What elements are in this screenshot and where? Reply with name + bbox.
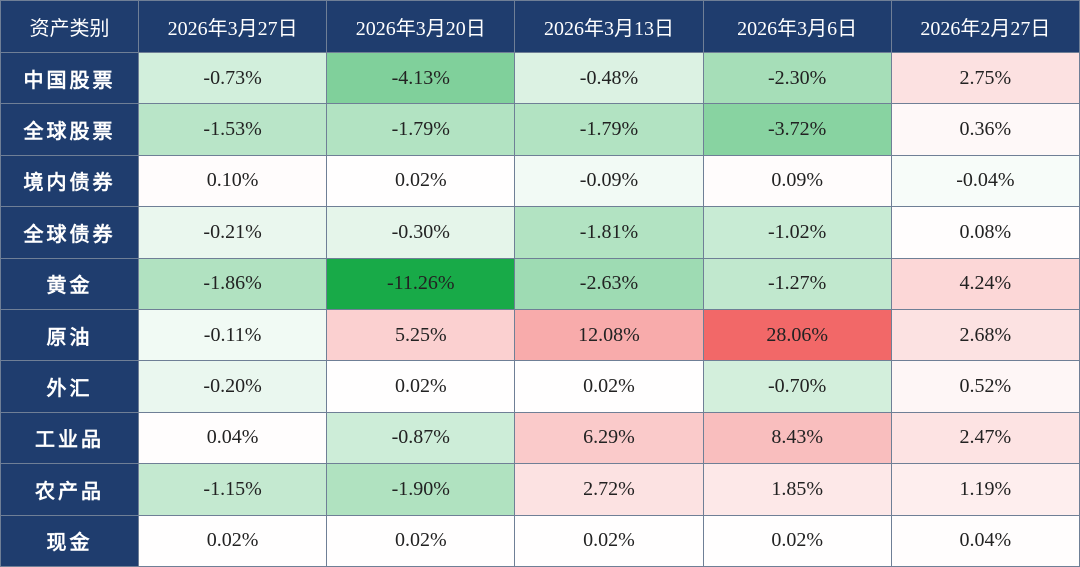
asset-name: 原油 [0, 308, 139, 362]
value-cell: -4.13% [326, 51, 516, 105]
value-cell: 2.68% [890, 308, 1080, 362]
value-cell: -0.70% [702, 360, 892, 413]
value-cell: 2.72% [514, 463, 704, 516]
value-cell: -0.21% [137, 206, 328, 259]
table-row: 境内债券 0.10% 0.02% -0.09% 0.09% -0.04% [0, 154, 1080, 208]
value-cell: 1.19% [890, 463, 1080, 516]
table-row: 外汇 -0.20% 0.02% 0.02% -0.70% 0.52% [0, 360, 1080, 413]
value-cell: 0.02% [702, 514, 892, 567]
asset-name: 外汇 [0, 360, 139, 413]
value-cell: -1.79% [326, 103, 516, 156]
value-cell: 1.85% [702, 463, 892, 516]
value-cell: -0.30% [326, 206, 516, 259]
value-cell: -1.90% [326, 463, 516, 516]
value-cell: 6.29% [514, 411, 704, 465]
value-cell: -0.48% [514, 51, 704, 105]
value-cell: 0.36% [890, 103, 1080, 156]
table-body: 中国股票 -0.73% -4.13% -0.48% -2.30% 2.75% 全球股票 -1.… [0, 51, 1080, 567]
value-cell: 4.24% [890, 257, 1080, 310]
value-cell: 0.02% [326, 360, 516, 413]
value-cell: -1.15% [137, 463, 328, 516]
value-cell: 5.25% [326, 308, 516, 362]
value-cell: -1.53% [137, 103, 328, 156]
asset-name: 全球股票 [0, 103, 139, 156]
value-cell: -1.81% [514, 206, 704, 259]
value-cell: 0.08% [890, 206, 1080, 259]
value-cell: -0.04% [890, 154, 1080, 208]
value-cell: 0.04% [890, 514, 1080, 567]
asset-name: 境内债券 [0, 154, 139, 208]
asset-name: 现金 [0, 514, 139, 567]
value-cell: -1.02% [702, 206, 892, 259]
asset-name: 农产品 [0, 463, 139, 516]
value-cell: 28.06% [702, 308, 892, 362]
column-header: 2026年3月20日 [326, 0, 516, 53]
table-row: 原油 -0.11% 5.25% 12.08% 28.06% 2.68% [0, 308, 1080, 362]
column-header: 2026年2月27日 [890, 0, 1080, 53]
table-row: 中国股票 -0.73% -4.13% -0.48% -2.30% 2.75% [0, 51, 1080, 105]
value-cell: 0.02% [326, 514, 516, 567]
value-cell: 0.10% [137, 154, 328, 208]
value-cell: 0.09% [702, 154, 892, 208]
value-cell: 12.08% [514, 308, 704, 362]
value-cell: -1.27% [702, 257, 892, 310]
value-cell: -0.11% [137, 308, 328, 362]
value-cell: -0.87% [326, 411, 516, 465]
value-cell: 2.47% [890, 411, 1080, 465]
value-cell: 8.43% [702, 411, 892, 465]
value-cell: 0.52% [890, 360, 1080, 413]
asset-name: 全球债券 [0, 206, 139, 259]
value-cell: -2.63% [514, 257, 704, 310]
table-row: 农产品 -1.15% -1.90% 2.72% 1.85% 1.19% [0, 463, 1080, 516]
value-cell: 2.75% [890, 51, 1080, 105]
value-cell: 0.02% [137, 514, 328, 567]
table-row: 全球债券 -0.21% -0.30% -1.81% -1.02% 0.08% [0, 206, 1080, 259]
value-cell: 0.02% [514, 514, 704, 567]
column-header: 2026年3月27日 [137, 0, 328, 53]
value-cell: -1.86% [137, 257, 328, 310]
asset-name: 工业品 [0, 411, 139, 465]
value-cell: -11.26% [326, 257, 516, 310]
value-cell: -3.72% [702, 103, 892, 156]
value-cell: -0.20% [137, 360, 328, 413]
table-row: 工业品 0.04% -0.87% 6.29% 8.43% 2.47% [0, 411, 1080, 465]
table-row: 黄金 -1.86% -11.26% -2.63% -1.27% 4.24% [0, 257, 1080, 310]
table-row: 全球股票 -1.53% -1.79% -1.79% -3.72% 0.36% [0, 103, 1080, 156]
value-cell: 0.02% [326, 154, 516, 208]
value-cell: 0.02% [514, 360, 704, 413]
column-header: 2026年3月13日 [514, 0, 704, 53]
value-cell: -0.73% [137, 51, 328, 105]
asset-name: 黄金 [0, 257, 139, 310]
column-header: 2026年3月6日 [702, 0, 892, 53]
value-cell: 0.04% [137, 411, 328, 465]
table-row: 现金 0.02% 0.02% 0.02% 0.02% 0.04% [0, 514, 1080, 567]
first-column-header: 资产类别 [0, 0, 139, 53]
value-cell: -0.09% [514, 154, 704, 208]
value-cell: -1.79% [514, 103, 704, 156]
header-row: 资产类别 2026年3月27日 2026年3月20日 2026年3月13日 2026年3… [0, 0, 1080, 53]
asset-name: 中国股票 [0, 51, 139, 105]
value-cell: -2.30% [702, 51, 892, 105]
